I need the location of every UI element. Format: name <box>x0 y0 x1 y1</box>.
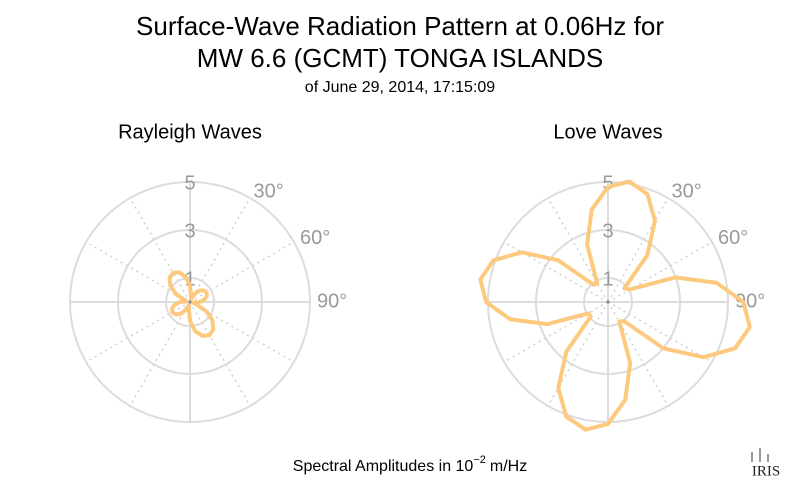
pattern-line <box>478 179 752 432</box>
radial-grid-circle <box>69 181 311 423</box>
radial-grid-circle <box>535 229 681 375</box>
angular-tick-label: 90° <box>317 290 347 312</box>
angular-tick-label: 60° <box>300 227 330 249</box>
angular-grid-line <box>607 197 669 303</box>
radial-tick-label: 3 <box>602 220 613 242</box>
footer-unit: m/Hz <box>490 458 527 475</box>
spoke <box>503 241 609 303</box>
angular-tick-label: 30° <box>254 180 284 202</box>
subtitle: of June 29, 2014, 17:15:09 <box>305 79 495 96</box>
spoke <box>607 301 669 407</box>
radial-tick-label: 3 <box>184 220 195 242</box>
radial-tick-label: 1 <box>602 268 613 290</box>
center-dot <box>188 300 192 304</box>
spoke <box>547 301 609 407</box>
spoke <box>607 301 713 363</box>
title-line: Surface-Wave Radiation Pattern at 0.06Hz… <box>136 11 664 41</box>
footer-label: Spectral Amplitudes in 10−2 m/Hz <box>293 454 527 475</box>
angular-grid-line <box>607 241 713 303</box>
angular-tick-label: 60° <box>718 227 748 249</box>
angular-tick-label: 30° <box>672 180 702 202</box>
polar-chart: Rayleigh Waves 1 3 5 30° 60° 90° <box>69 121 347 423</box>
spoke <box>503 301 609 363</box>
radial-grid-circle <box>117 229 263 375</box>
radial-grid-circle <box>165 277 215 327</box>
spoke <box>189 301 251 407</box>
logo-text: IRIS <box>752 463 780 479</box>
spoke <box>129 197 191 303</box>
radial-tick-label: 5 <box>184 172 195 194</box>
radial-grid-circle <box>583 277 633 327</box>
chart-title: Rayleigh Waves <box>118 121 262 143</box>
chart-title: Love Waves <box>553 121 662 143</box>
radial-tick-label: 5 <box>602 172 613 194</box>
footer-exponent: −2 <box>473 454 486 466</box>
pattern-line <box>167 270 216 338</box>
angular-grid-line <box>189 197 251 303</box>
title-line: MW 6.6 (GCMT) TONGA ISLANDS <box>197 43 603 73</box>
footer-text: Spectral Amplitudes in 10 <box>293 458 474 475</box>
radial-tick-label: 1 <box>184 268 195 290</box>
logo: IRIS <box>751 448 780 479</box>
center-dot <box>606 300 610 304</box>
spoke <box>129 301 191 407</box>
